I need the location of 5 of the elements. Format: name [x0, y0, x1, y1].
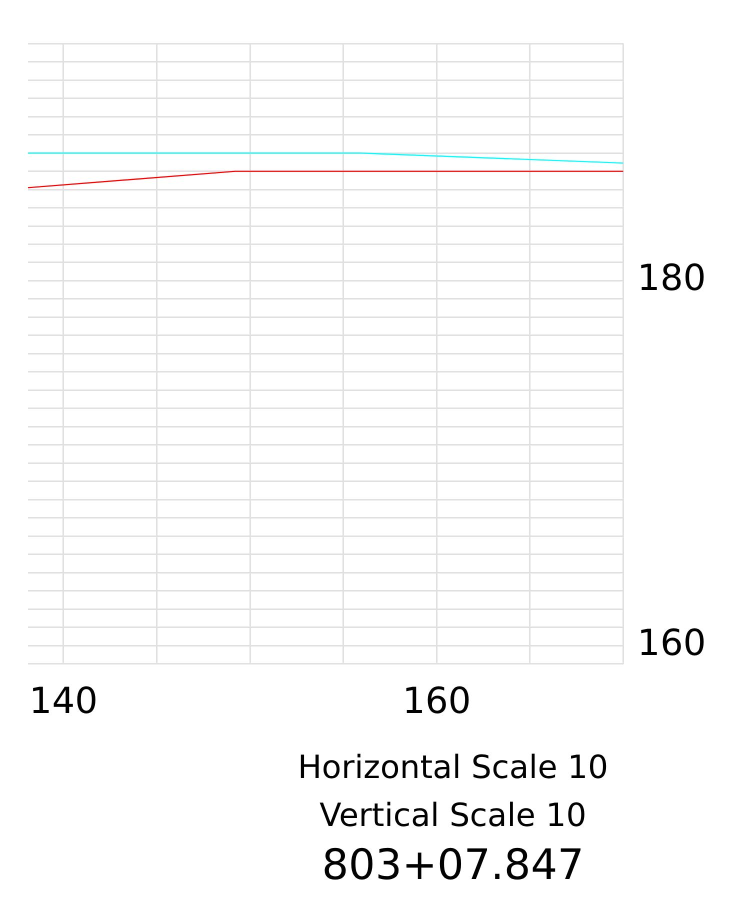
text: 803+07.847 [320, 839, 586, 891]
text: Horizontal Scale 10 [296, 747, 610, 788]
text: Vertical Scale 10 [318, 795, 588, 836]
y-tick-label: 180 [637, 258, 706, 300]
x-tick-label: 140 [29, 680, 98, 722]
